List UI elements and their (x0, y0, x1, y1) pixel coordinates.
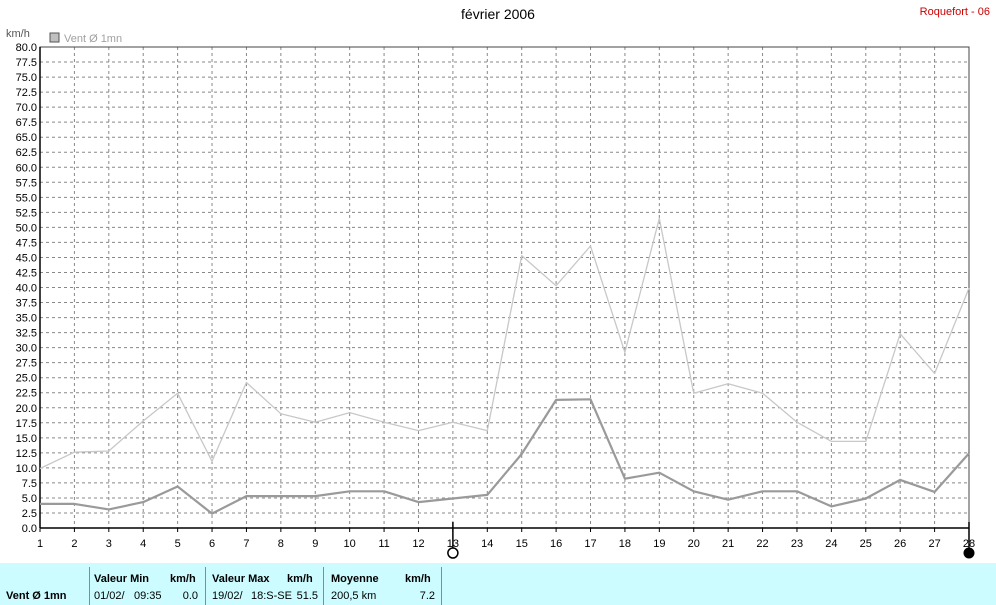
footer-divider (89, 567, 90, 605)
max-date: 19/02/ (212, 590, 243, 602)
y-tick-label: 57.5 (16, 177, 37, 189)
legend-label: Vent Ø 1mn (64, 33, 122, 45)
x-tick-label: 23 (791, 538, 803, 550)
y-tick-label: 27.5 (16, 358, 37, 370)
y-tick-label: 75.0 (16, 72, 37, 84)
x-tick-label: 14 (481, 538, 493, 550)
y-tick-label: 60.0 (16, 162, 37, 174)
x-tick-label: 11 (378, 538, 389, 550)
min-time: 09:35 (134, 590, 162, 602)
y-tick-label: 52.5 (16, 207, 37, 219)
x-tick-label: 16 (550, 538, 562, 550)
y-tick-label: 10.0 (16, 463, 37, 475)
x-tick-label: 22 (756, 538, 768, 550)
max-detail: 18:S-SE (251, 590, 292, 602)
x-tick-label: 7 (243, 538, 249, 550)
y-tick-label: 5.0 (22, 493, 37, 505)
y-tick-label: 7.5 (22, 478, 37, 490)
x-tick-label: 26 (894, 538, 906, 550)
footer-divider (205, 567, 206, 605)
x-tick-label: 21 (722, 538, 734, 550)
mean-header: Moyenne (331, 573, 379, 585)
min-unit: km/h (170, 573, 196, 585)
y-tick-label: 70.0 (16, 102, 37, 114)
x-tick-label: 12 (412, 538, 424, 550)
y-tick-label: 12.5 (16, 448, 37, 460)
max-value: 51.5 (296, 590, 318, 602)
x-tick-label: 18 (619, 538, 631, 550)
full-moon-icon (963, 547, 975, 559)
y-tick-label: 80.0 (16, 42, 37, 54)
new-moon-icon (447, 547, 459, 559)
x-tick-label: 5 (175, 538, 181, 550)
y-tick-label: 30.0 (16, 343, 37, 355)
x-tick-label: 25 (860, 538, 872, 550)
mean-unit: km/h (405, 573, 431, 585)
mean-distance: 200,5 km (331, 590, 377, 602)
x-tick-label: 19 (653, 538, 665, 550)
y-tick-label: 77.5 (16, 57, 37, 69)
y-tick-label: 2.5 (22, 508, 37, 520)
y-tick-label: 62.5 (16, 147, 37, 159)
y-tick-label: 22.5 (16, 388, 37, 400)
x-tick-label: 8 (278, 538, 284, 550)
x-tick-label: 2 (71, 538, 77, 550)
x-tick-label: 24 (825, 538, 837, 550)
footer-divider (441, 567, 442, 605)
x-tick-label: 15 (516, 538, 528, 550)
y-tick-label: 17.5 (16, 418, 37, 430)
y-tick-label: 45.0 (16, 252, 37, 264)
y-tick-label: 40.0 (16, 283, 37, 295)
y-tick-label: 67.5 (16, 117, 37, 129)
y-tick-label: 35.0 (16, 313, 37, 325)
mean-value: 7.2 (419, 590, 435, 602)
y-tick-label: 55.0 (16, 192, 37, 204)
x-tick-label: 6 (209, 538, 215, 550)
y-tick-label: 65.0 (16, 132, 37, 144)
x-tick-label: 20 (688, 538, 700, 550)
min-value: 0.0 (182, 590, 198, 602)
x-tick-label: 9 (312, 538, 318, 550)
legend: Vent Ø 1mn (49, 32, 122, 45)
stats-footer: Vent Ø 1mn Valeur Min km/h 01/02/ 09:35 … (0, 563, 996, 605)
x-tick-label: 1 (37, 538, 43, 550)
axes: 0.0 2.5 5.0 7.5 10.0 12.5 15.0 17.5 20.0 22.5 25.0… (6, 28, 975, 559)
y-tick-label: 25.0 (16, 373, 37, 385)
min-header: Valeur Min (94, 573, 150, 585)
min-date: 01/02/ (94, 590, 125, 602)
x-tick-label: 3 (106, 538, 112, 550)
y-tick-label: 37.5 (16, 298, 37, 310)
chart-title: février 2006 (461, 6, 535, 22)
x-tick-label: 4 (140, 538, 146, 550)
grid (39, 46, 970, 529)
series (39, 217, 970, 515)
series-line-average (40, 398, 970, 515)
line-chart: 0.0 2.5 5.0 7.5 10.0 12.5 15.0 17.5 20.0 22.5 25.0… (6, 28, 975, 559)
y-unit-label: km/h (6, 28, 30, 40)
y-tick-label: 15.0 (16, 433, 37, 445)
max-header: Valeur Max (212, 573, 270, 585)
y-tick-label: 32.5 (16, 328, 37, 340)
y-tick-label: 0.0 (22, 523, 37, 535)
station-name: Roquefort - 06 (919, 6, 990, 18)
footer-series-label: Vent Ø 1mn (6, 590, 67, 602)
legend-swatch (49, 32, 60, 43)
y-tick-label: 20.0 (16, 403, 37, 415)
series-line-gust (39, 217, 970, 470)
max-unit: km/h (287, 573, 313, 585)
footer-divider (323, 567, 324, 605)
y-tick-label: 50.0 (16, 222, 37, 234)
x-tick-label: 10 (344, 538, 356, 550)
y-tick-label: 42.5 (16, 267, 37, 279)
y-tick-label: 47.5 (16, 237, 37, 249)
x-tick-label: 27 (928, 538, 940, 550)
y-tick-label: 72.5 (16, 87, 37, 99)
x-tick-label: 17 (584, 538, 596, 550)
